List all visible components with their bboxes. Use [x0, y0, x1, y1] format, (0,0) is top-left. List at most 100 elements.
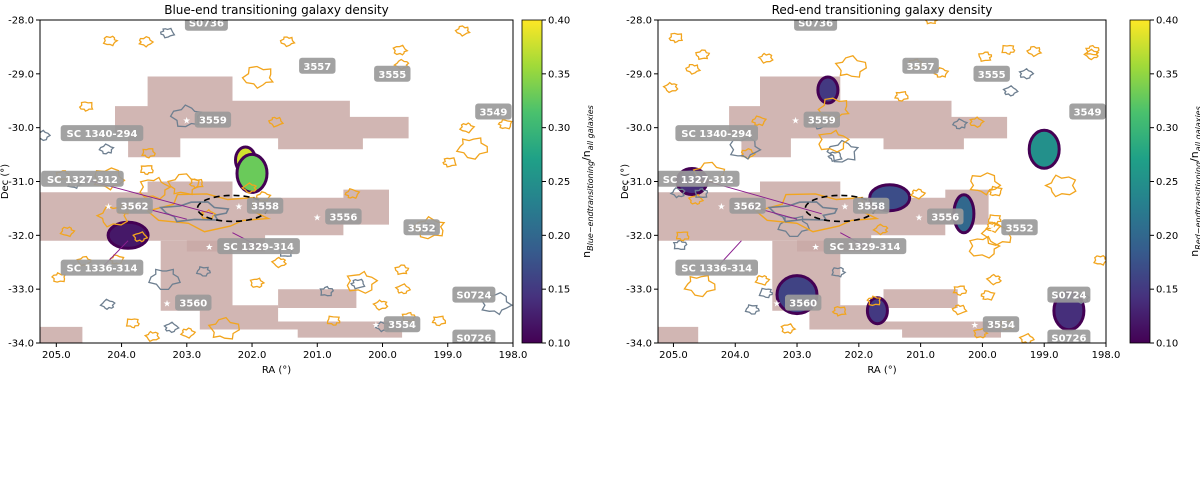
contour-line: [757, 52, 774, 64]
contour-line: [818, 129, 851, 153]
contour-line: [951, 304, 968, 316]
x-tick-label: 200.0: [368, 350, 397, 361]
colorbar-tick-label: 0.20: [1156, 231, 1178, 242]
label-text: 3554: [388, 320, 416, 331]
contour-line: [125, 318, 140, 329]
x-axis-label: RA (°): [867, 365, 896, 376]
region-label: 3562 ★: [717, 197, 766, 214]
contour-line: [267, 116, 285, 128]
region-label: 3557 ★: [287, 57, 336, 74]
footprint-region: [729, 76, 1008, 158]
label-text: S0726: [456, 334, 491, 345]
label-box: [1001, 219, 1038, 236]
label-text: 3562: [121, 202, 149, 213]
label-box: [452, 286, 496, 303]
y-tick-label: -31.0: [626, 177, 652, 188]
label-box: [853, 197, 890, 214]
colorbar-tick-label: 0.35: [1156, 69, 1178, 80]
label-text: 3556: [931, 213, 959, 224]
contour-line: [159, 27, 176, 39]
star-marker: ★: [812, 243, 820, 253]
label-box: [60, 125, 144, 142]
contour-line: [1084, 44, 1100, 56]
contour-line: [240, 182, 258, 194]
label-box: [374, 65, 411, 82]
label-box: [927, 208, 964, 225]
region-label: S0726 ★: [440, 329, 496, 345]
star-marker: ★: [104, 203, 112, 213]
contour-line: [99, 298, 116, 311]
label-box: [299, 57, 336, 74]
label-box: [658, 170, 740, 187]
contour-line: [662, 81, 679, 94]
x-tick-label: 205.0: [659, 350, 688, 361]
y-tick-label: -34.0: [8, 339, 34, 350]
contour-line: [138, 35, 155, 48]
label-box: [794, 20, 838, 31]
contour-line: [179, 327, 197, 339]
x-tick-label: 202.0: [238, 350, 267, 361]
star-marker: ★: [372, 321, 380, 331]
contour-line: [455, 137, 489, 160]
contour-line: [102, 35, 119, 47]
region-label: 3560 ★: [163, 294, 212, 311]
label-text: 3552: [1006, 223, 1034, 234]
contour-line: [78, 101, 94, 112]
contour-line: [969, 116, 986, 128]
label-text: 3555: [378, 70, 406, 81]
density-blob: [816, 75, 840, 105]
y-tick-label: -34.0: [626, 339, 652, 350]
label-box: [729, 197, 766, 214]
star-marker: ★: [440, 292, 448, 302]
colorbar-label-den: all galaxies: [1194, 106, 1200, 151]
colorbar-tick-label: 0.25: [1156, 177, 1178, 188]
region-label: 3558 ★: [235, 197, 284, 214]
colorbar-label-slash: /: [580, 157, 593, 161]
region-label: S0736 ★: [782, 20, 838, 31]
footprint-region: [772, 240, 1001, 338]
contour-line: [241, 65, 275, 90]
colorbar-label-n: n: [580, 251, 593, 258]
y-tick-label: -29.0: [8, 69, 34, 80]
star-marker: ★: [792, 117, 800, 127]
contour-line: [952, 285, 968, 297]
contour-line: [1044, 174, 1077, 198]
label-text: SC 1327-312: [47, 175, 118, 186]
region-label: 3558 ★: [841, 197, 890, 214]
contour-line: [744, 304, 760, 315]
label-text: 3557: [303, 62, 331, 73]
x-tick-label: 205.0: [42, 350, 71, 361]
colorbar-label-slash: /: [1188, 158, 1200, 162]
region-label: 3559 ★: [183, 111, 232, 128]
label-box: [194, 111, 232, 128]
contour-line: [685, 63, 702, 75]
colorbar: [521, 19, 543, 344]
chart-title: Red-end transitioning galaxy density: [772, 3, 993, 17]
contour-line: [987, 185, 1003, 197]
label-text: S0724: [1051, 291, 1086, 302]
panel-1: Blue-end transitioning galaxy density S07…: [0, 3, 595, 376]
region-label: 3557 ★: [890, 57, 939, 74]
y-tick-label: -32.0: [626, 231, 652, 242]
contour-line: [751, 115, 768, 127]
label-text: 3556: [329, 213, 357, 224]
x-tick-label: 204.0: [107, 350, 136, 361]
label-box: [60, 259, 144, 276]
contour-line: [1001, 44, 1016, 55]
y-axis-label: Dec (°): [0, 164, 11, 199]
region-label: SC 1336-314 ★: [663, 259, 758, 276]
region-label: SC 1327-312★: [41, 170, 124, 187]
label-box: [184, 20, 228, 31]
contour-line: [326, 315, 341, 326]
contour-line: [675, 231, 690, 242]
contour-line: [951, 118, 969, 130]
colorbar-label-n2: n: [580, 150, 593, 157]
colorbar: [1129, 19, 1151, 344]
panel-2: Red-end transitioning galaxy density S073…: [620, 3, 1200, 376]
contour-line: [98, 143, 115, 155]
colorbar-tick-label: 0.10: [548, 339, 570, 350]
label-box: [475, 103, 512, 120]
contour-line: [249, 277, 266, 289]
region-label: 3556 ★: [313, 208, 362, 225]
contour-line: [132, 231, 149, 243]
